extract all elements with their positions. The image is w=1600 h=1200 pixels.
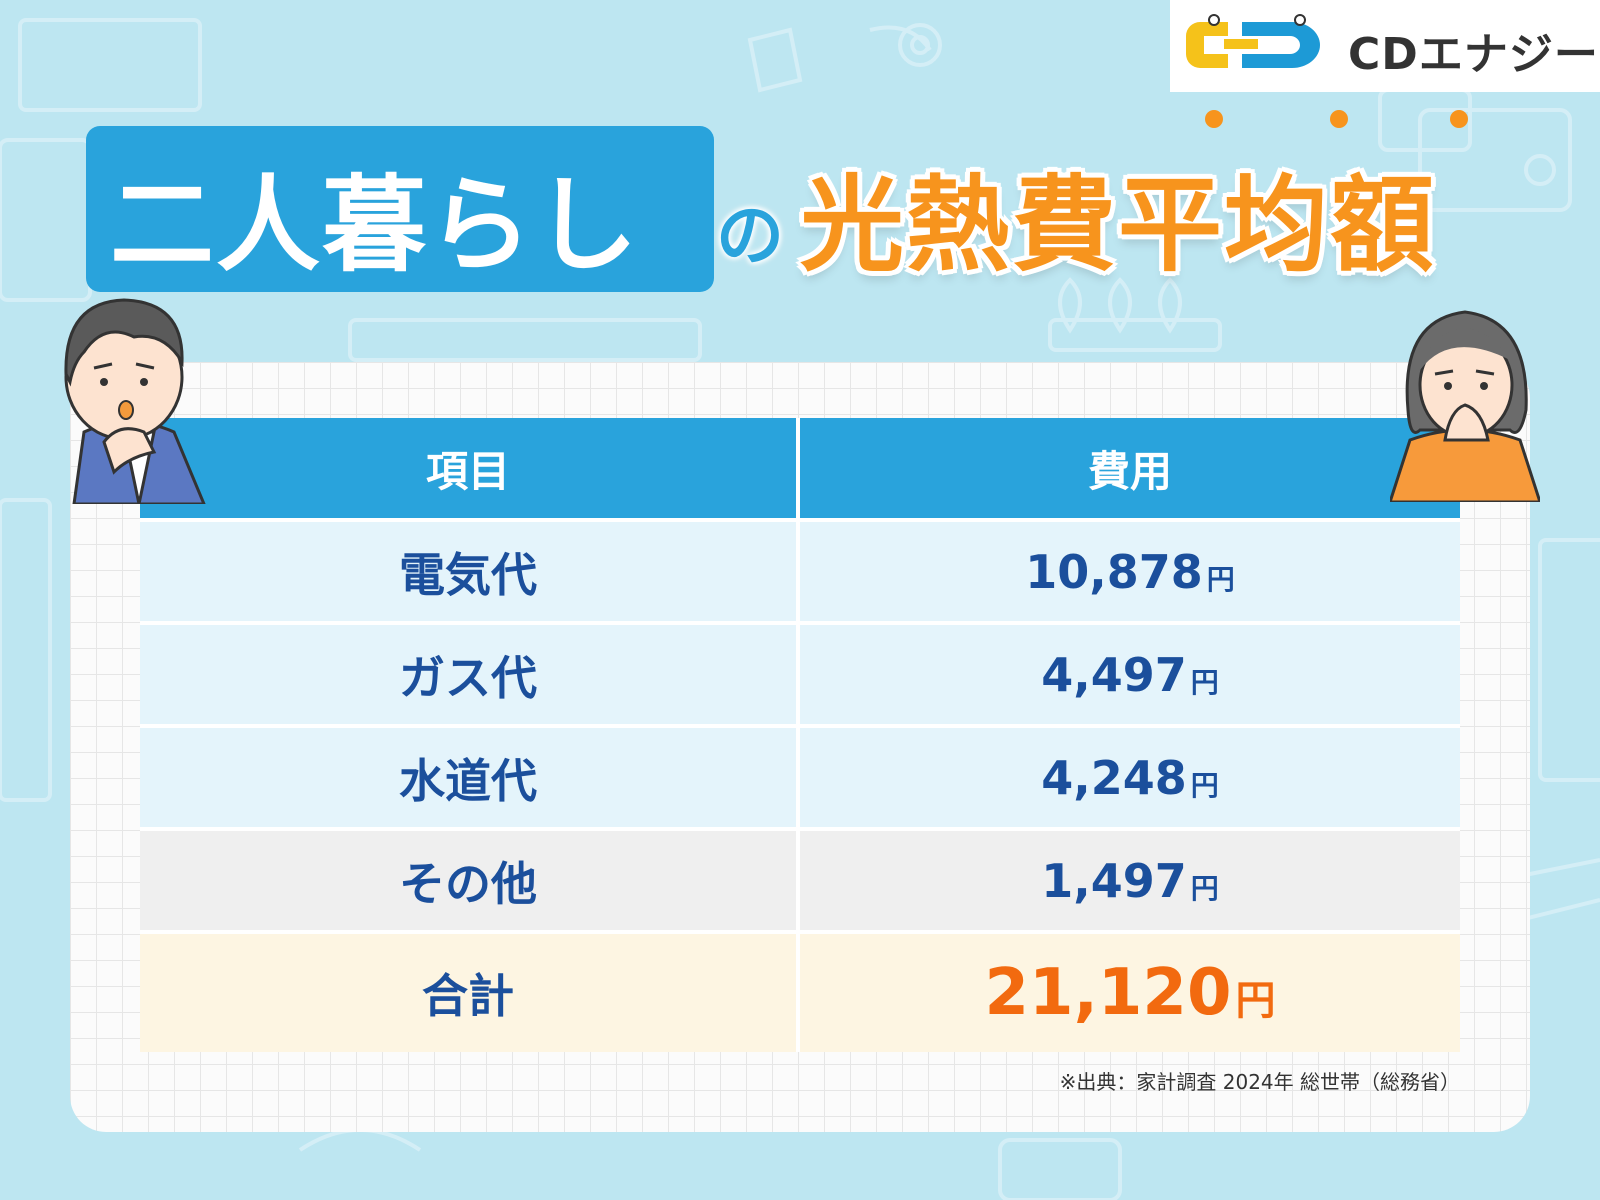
cost-amount: 4,248 — [1041, 750, 1187, 805]
row-item-label: 水道代 — [140, 728, 800, 827]
brand-name: CDエナジー — [1348, 29, 1599, 80]
table-row: その他 1,497 円 — [140, 827, 1460, 930]
cost-unit: 円 — [1190, 768, 1219, 802]
cost-amount: 4,497 — [1041, 647, 1187, 702]
table-total-row: 合計 21,120 円 — [140, 930, 1460, 1052]
cost-amount: 1,497 — [1041, 853, 1187, 908]
page-title-main: 二人暮らし — [110, 164, 641, 286]
total-unit: 円 — [1235, 978, 1276, 1024]
table-row: 水道代 4,248 円 — [140, 724, 1460, 827]
page-title-connector: の — [716, 197, 785, 276]
table-header-row: 項目 費用 — [140, 418, 1460, 518]
brand-logo[interactable]: CDエナジー — [1170, 0, 1600, 92]
row-cost-value: 4,248 円 — [800, 728, 1460, 827]
row-cost-value: 10,878 円 — [800, 522, 1460, 621]
total-label: 合計 — [140, 934, 800, 1052]
table-row: 電気代 10,878 円 — [140, 518, 1460, 621]
cost-unit: 円 — [1190, 665, 1219, 699]
cost-table: 項目 費用 電気代 10,878 円 ガス代 4,497 円 水道代 4,248 円 … — [140, 418, 1460, 1052]
source-note: ※出典：家計調査 2024年 総世帯（総務省） — [1059, 1070, 1460, 1094]
row-item-label: その他 — [140, 831, 800, 930]
emphasis-dot — [1330, 110, 1348, 128]
title-background — [86, 126, 714, 292]
cost-unit: 円 — [1190, 871, 1219, 905]
row-item-label: ガス代 — [140, 625, 800, 724]
header-item: 項目 — [140, 418, 800, 518]
row-cost-value: 1,497 円 — [800, 831, 1460, 930]
woman-surprised-illustration — [1390, 310, 1540, 502]
table-row: ガス代 4,497 円 — [140, 621, 1460, 724]
page-title-accent: 光熱費平均額 — [800, 164, 1437, 286]
row-item-label: 電気代 — [140, 522, 800, 621]
emphasis-dot — [1205, 110, 1223, 128]
row-cost-value: 4,497 円 — [800, 625, 1460, 724]
total-cost-value: 21,120 円 — [800, 934, 1460, 1052]
emphasis-dot — [1450, 110, 1468, 128]
header-cost: 費用 — [1087, 446, 1172, 496]
cost-amount: 10,878 — [1025, 544, 1203, 599]
total-amount: 21,120 — [984, 956, 1232, 1030]
cd-logo-icon — [1186, 14, 1320, 68]
cost-unit: 円 — [1206, 562, 1235, 596]
man-thinking-illustration — [64, 298, 206, 504]
